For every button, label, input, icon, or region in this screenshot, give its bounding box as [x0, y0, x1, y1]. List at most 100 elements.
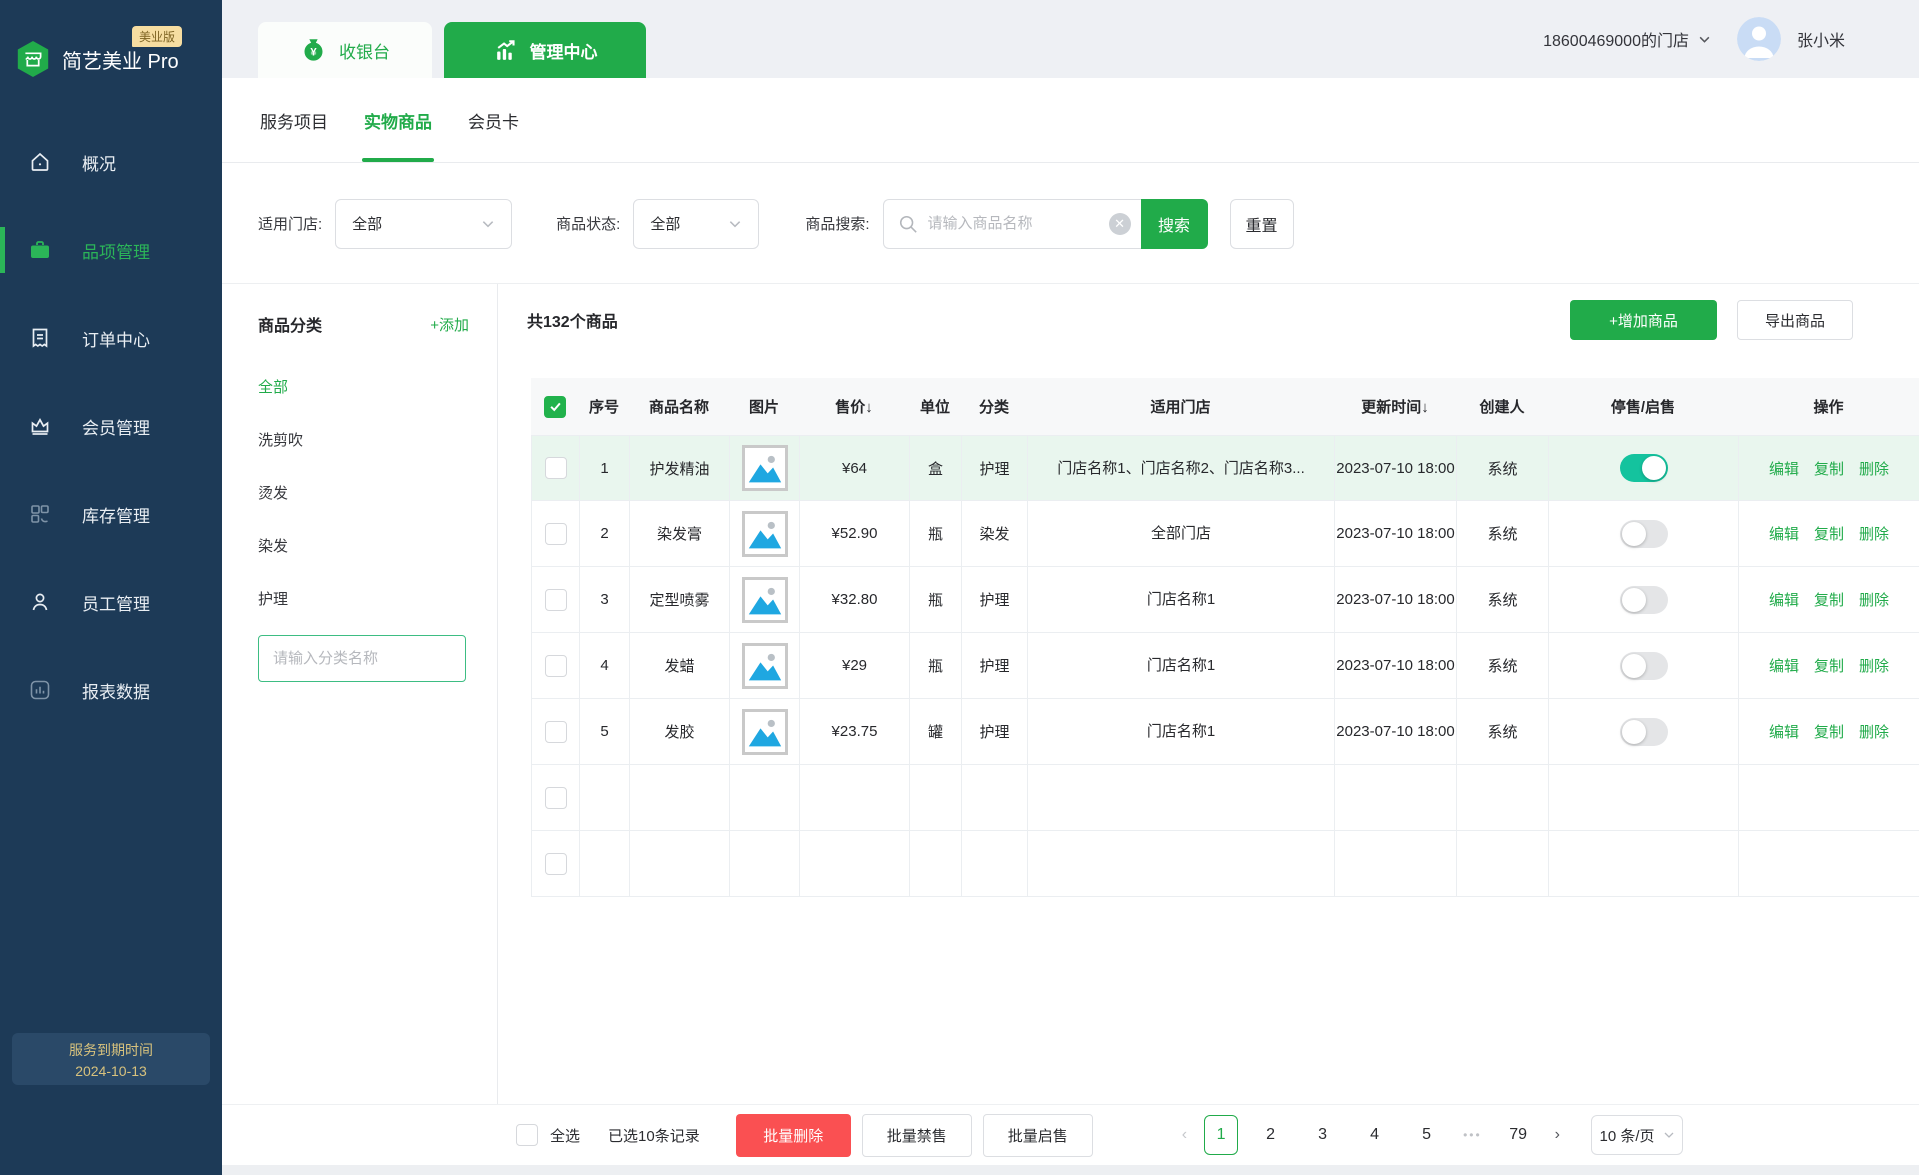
edit-link[interactable]: 编辑 — [1768, 658, 1799, 675]
column-header-3[interactable]: 售价↓ — [835, 399, 873, 416]
cell-unit: 瓶 — [910, 567, 962, 632]
edit-link[interactable]: 编辑 — [1768, 526, 1799, 543]
store-filter-select[interactable]: 全部 — [335, 198, 513, 249]
sidebar-item-items[interactable]: 品项管理 — [0, 206, 222, 294]
store-filter-label: 适用门店: — [258, 216, 323, 233]
copy-link[interactable]: 复制 — [1813, 658, 1844, 675]
cell-unit: 瓶 — [910, 633, 962, 698]
page-size-select[interactable]: 10 条/页 — [1591, 1115, 1683, 1155]
edit-link[interactable]: 编辑 — [1768, 592, 1799, 609]
copy-link[interactable]: 复制 — [1813, 460, 1844, 478]
row-checkbox[interactable] — [544, 457, 567, 479]
sale-toggle[interactable] — [1619, 454, 1668, 482]
sale-toggle[interactable] — [1619, 717, 1668, 746]
reset-button[interactable]: 重置 — [1229, 198, 1294, 249]
cell-updated: 2023-07-10 18:00 — [1335, 567, 1457, 632]
cashier-tab[interactable]: ¥ 收银台 — [258, 22, 432, 78]
row-checkbox[interactable] — [544, 588, 567, 611]
clear-search-icon[interactable]: ✕ — [1108, 212, 1131, 235]
user-name: 张小米 — [1796, 33, 1845, 50]
report-icon — [28, 678, 52, 702]
sidebar-item-staff[interactable]: 员工管理 — [0, 558, 222, 646]
row-checkbox[interactable] — [544, 786, 567, 809]
sidebar-item-inventory[interactable]: 库存管理 — [0, 470, 222, 558]
sidebar-item-orders[interactable]: 订单中心 — [0, 294, 222, 382]
sidebar-item-label: 员工管理 — [82, 594, 150, 614]
cell-index: 4 — [580, 633, 630, 698]
row-checkbox[interactable] — [544, 522, 567, 545]
sale-toggle[interactable] — [1619, 585, 1668, 614]
category-name-input[interactable] — [258, 635, 466, 682]
tab-cards[interactable]: 会员卡 — [468, 112, 519, 132]
delete-link[interactable]: 删除 — [1859, 460, 1890, 478]
footer-bar: 全选 已选10条记录 批量删除 批量禁售 批量启售 ‹ 1 2 3 4 5 ••• 79 ›… — [222, 1104, 1919, 1165]
tab-services[interactable]: 服务项目 — [260, 112, 328, 132]
delete-link[interactable]: 删除 — [1859, 724, 1890, 741]
chevron-down-icon — [728, 217, 742, 231]
row-checkbox[interactable] — [544, 852, 567, 875]
batch-enable-button[interactable]: 批量启售 — [982, 1113, 1093, 1157]
product-image-placeholder — [741, 445, 788, 491]
page-79[interactable]: 79 — [1509, 1126, 1528, 1143]
cell-product-name: 发蜡 — [630, 633, 730, 698]
moneybag-icon: ¥ — [300, 37, 327, 64]
status-filter-select[interactable]: 全部 — [633, 198, 760, 249]
sidebar-item-overview[interactable]: 概况 — [0, 118, 222, 206]
expiry-date: 2024-10-13 — [75, 1062, 147, 1079]
pagination-ellipsis[interactable]: ••• — [1463, 1128, 1482, 1142]
batch-disable-button[interactable]: 批量禁售 — [861, 1113, 972, 1157]
edit-link[interactable]: 编辑 — [1768, 460, 1799, 478]
next-page-icon[interactable]: › — [1554, 1126, 1560, 1143]
cell-index: 3 — [580, 567, 630, 632]
edit-link[interactable]: 编辑 — [1768, 724, 1799, 741]
search-input[interactable] — [927, 215, 1099, 232]
table-row: 4 发蜡 ¥29 瓶 护理 门店名称1 2023-07-10 18:00 系统 … — [531, 633, 1919, 699]
add-product-button[interactable]: +增加商品 — [1570, 300, 1717, 340]
batch-delete-button[interactable]: 批量删除 — [735, 1113, 851, 1157]
category-item-0[interactable]: 全部 — [258, 379, 289, 396]
column-header-7[interactable]: 更新时间↓ — [1361, 399, 1429, 416]
footer-select-all-checkbox[interactable] — [516, 1124, 538, 1146]
cell-index: 1 — [580, 436, 630, 500]
row-checkbox[interactable] — [544, 720, 567, 743]
copy-link[interactable]: 复制 — [1813, 724, 1844, 741]
row-checkbox[interactable] — [544, 654, 567, 677]
export-product-button[interactable]: 导出商品 — [1737, 300, 1853, 340]
search-button[interactable]: 搜索 — [1140, 198, 1208, 249]
delete-link[interactable]: 删除 — [1859, 658, 1890, 675]
admin-center-tab[interactable]: 管理中心 — [444, 22, 646, 78]
category-item-3[interactable]: 染发 — [258, 538, 289, 555]
page-4[interactable]: 4 — [1370, 1126, 1380, 1143]
selected-count-label: 已选10条记录 — [608, 1127, 700, 1145]
category-item-2[interactable]: 烫发 — [258, 485, 289, 502]
sale-toggle[interactable] — [1619, 651, 1668, 680]
column-header-2: 图片 — [748, 399, 779, 416]
delete-link[interactable]: 删除 — [1859, 592, 1890, 609]
select-all-checkbox[interactable] — [544, 395, 566, 418]
sale-toggle[interactable] — [1619, 519, 1668, 548]
store-filter-value: 全部 — [352, 216, 383, 233]
service-expiry-box: 服务到期时间 2024-10-13 — [12, 1033, 210, 1085]
sidebar-item-members[interactable]: 会员管理 — [0, 382, 222, 470]
product-image-placeholder — [741, 576, 788, 623]
page-2[interactable]: 2 — [1266, 1126, 1276, 1143]
status-filter-value: 全部 — [650, 216, 681, 233]
prev-page-icon[interactable]: ‹ — [1181, 1126, 1188, 1143]
copy-link[interactable]: 复制 — [1813, 592, 1844, 609]
category-item-1[interactable]: 洗剪吹 — [258, 432, 304, 449]
category-item-4[interactable]: 护理 — [258, 591, 289, 608]
cell-stores: 门店名称1 — [1028, 633, 1335, 698]
page-5[interactable]: 5 — [1422, 1126, 1432, 1143]
page-3[interactable]: 3 — [1318, 1126, 1328, 1143]
add-category-link[interactable]: +添加 — [430, 316, 469, 334]
cell-stores: 全部门店 — [1028, 501, 1335, 566]
delete-link[interactable]: 删除 — [1859, 526, 1890, 543]
avatar[interactable] — [1736, 17, 1781, 61]
sidebar-item-reports[interactable]: 报表数据 — [0, 646, 222, 734]
column-header-4: 单位 — [919, 399, 950, 416]
tab-goods[interactable]: 实物商品 — [362, 78, 434, 162]
cell-stores: 门店名称1 — [1028, 699, 1335, 764]
page-1[interactable]: 1 — [1204, 1115, 1239, 1155]
store-selector[interactable]: 18600469000的门店 — [1543, 27, 1711, 51]
copy-link[interactable]: 复制 — [1813, 526, 1844, 543]
